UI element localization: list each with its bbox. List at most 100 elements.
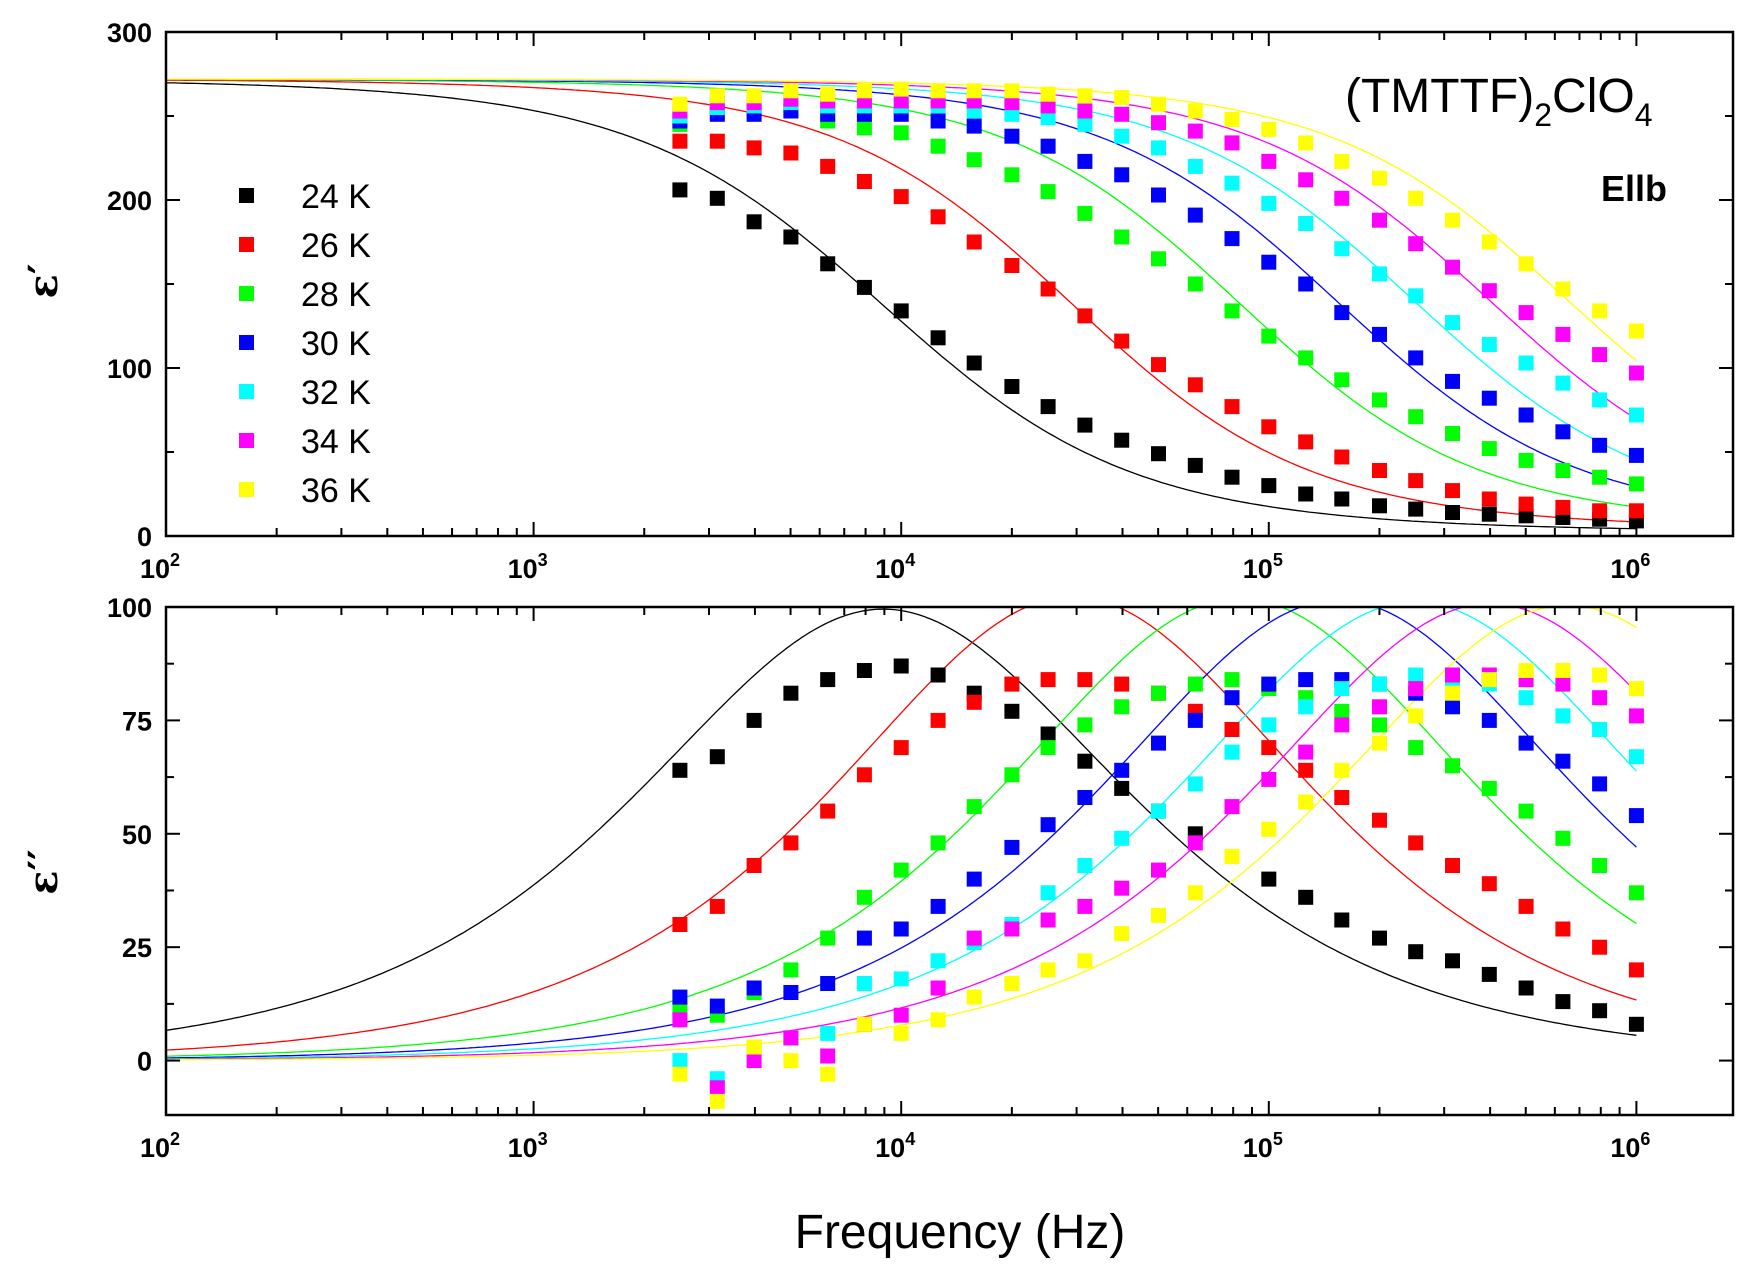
data-point-34k [1628,365,1644,381]
data-point-36k [1372,735,1387,751]
data-point-36k [1334,762,1350,778]
data-point-26k [966,694,982,710]
data-point-34k [1592,347,1608,363]
data-point-30k [1114,167,1130,183]
data-point-28k [1224,303,1240,319]
data-point-24k [820,672,836,688]
data-point-32k [893,971,909,987]
legend-marker [239,188,254,203]
data-point-24k [1040,399,1056,415]
legend-item: 26 K [239,227,371,265]
legend-label: 24 K [301,178,371,216]
data-point-34k [1518,305,1534,321]
bottom-y-ticks: 0 25 50 75 100 [107,593,1733,1077]
data-point-36k [1151,907,1166,923]
data-point-24k [672,182,688,198]
data-point-30k [966,871,982,887]
data-point-26k [1004,258,1020,273]
data-point-28k [1518,452,1534,468]
data-point-34k [1408,236,1424,252]
y-tick-label: 200 [107,186,152,216]
data-point-36k [709,88,725,104]
data-point-24k [1445,953,1460,969]
data-point-26k [856,767,872,783]
data-point-28k [966,152,982,168]
data-point-24k [1298,486,1314,502]
data-point-28k [1151,251,1166,267]
data-point-34k [1077,898,1093,914]
data-point-34k [1004,95,1020,111]
data-point-36k [746,88,762,104]
x-tick-label: 102 [140,550,180,584]
data-point-24k [1481,506,1497,522]
data-point-24k [1004,379,1020,394]
data-point-28k [930,138,946,154]
data-point-28k [1261,328,1277,344]
data-point-26k [893,189,909,205]
data-point-36k [1555,663,1571,678]
data-point-24k [1187,457,1203,473]
data-point-30k [856,930,872,946]
data-point-36k [1518,663,1534,678]
data-point-32k [1298,216,1314,231]
data-point-30k [1555,753,1571,769]
bottom-data-points [672,658,1644,1109]
data-point-24k [1114,432,1130,448]
data-point-36k [1408,190,1424,206]
data-point-34k [1151,115,1166,131]
y-tick-label: 25 [122,933,152,963]
data-point-28k [1040,184,1056,200]
data-point-36k [1004,83,1020,99]
data-point-26k [1334,790,1350,805]
data-point-36k [1077,88,1093,104]
data-point-24k [1518,508,1534,524]
data-point-26k [672,917,688,932]
data-point-32k [672,1053,688,1069]
data-point-30k [1408,350,1424,366]
data-point-26k [893,740,909,756]
data-point-26k [1408,835,1424,851]
data-point-30k [1298,276,1314,292]
data-point-30k [1187,207,1203,223]
data-point-30k [930,113,946,129]
data-point-34k [1298,172,1314,188]
data-point-36k [783,83,799,99]
y-tick-label: 50 [122,820,152,850]
data-point-28k [1004,767,1020,783]
data-point-32k [930,953,946,969]
data-point-28k [1077,717,1093,733]
data-point-36k [893,81,909,97]
data-point-30k [1114,762,1130,778]
data-point-34k [1298,744,1314,760]
data-point-24k [1224,469,1240,485]
data-point-30k [1518,407,1534,423]
data-point-36k [1040,962,1056,978]
data-point-26k [1372,812,1387,828]
data-point-30k [1592,776,1608,792]
data-point-30k [1628,447,1644,463]
data-point-30k [1334,305,1350,321]
data-point-28k [783,962,799,978]
data-point-36k [1261,821,1277,837]
legend-label: 28 K [301,276,371,314]
data-point-24k [966,355,982,371]
data-point-24k [820,256,836,272]
data-point-32k [1224,175,1240,191]
data-point-24k [1555,994,1571,1010]
data-point-28k [1334,372,1350,388]
data-point-28k [893,125,909,141]
data-point-34k [1445,259,1460,275]
data-point-34k [1481,283,1497,299]
data-point-26k [1040,281,1056,297]
data-point-32k [1408,667,1424,683]
data-point-30k [930,898,946,914]
data-point-34k [1261,153,1277,169]
data-point-34k [1445,667,1460,683]
data-point-32k [1151,803,1166,819]
data-point-24k [709,749,725,765]
data-point-24k [893,303,909,319]
legend-marker [239,433,254,448]
data-point-24k [1334,491,1350,507]
data-point-36k [1372,170,1387,186]
